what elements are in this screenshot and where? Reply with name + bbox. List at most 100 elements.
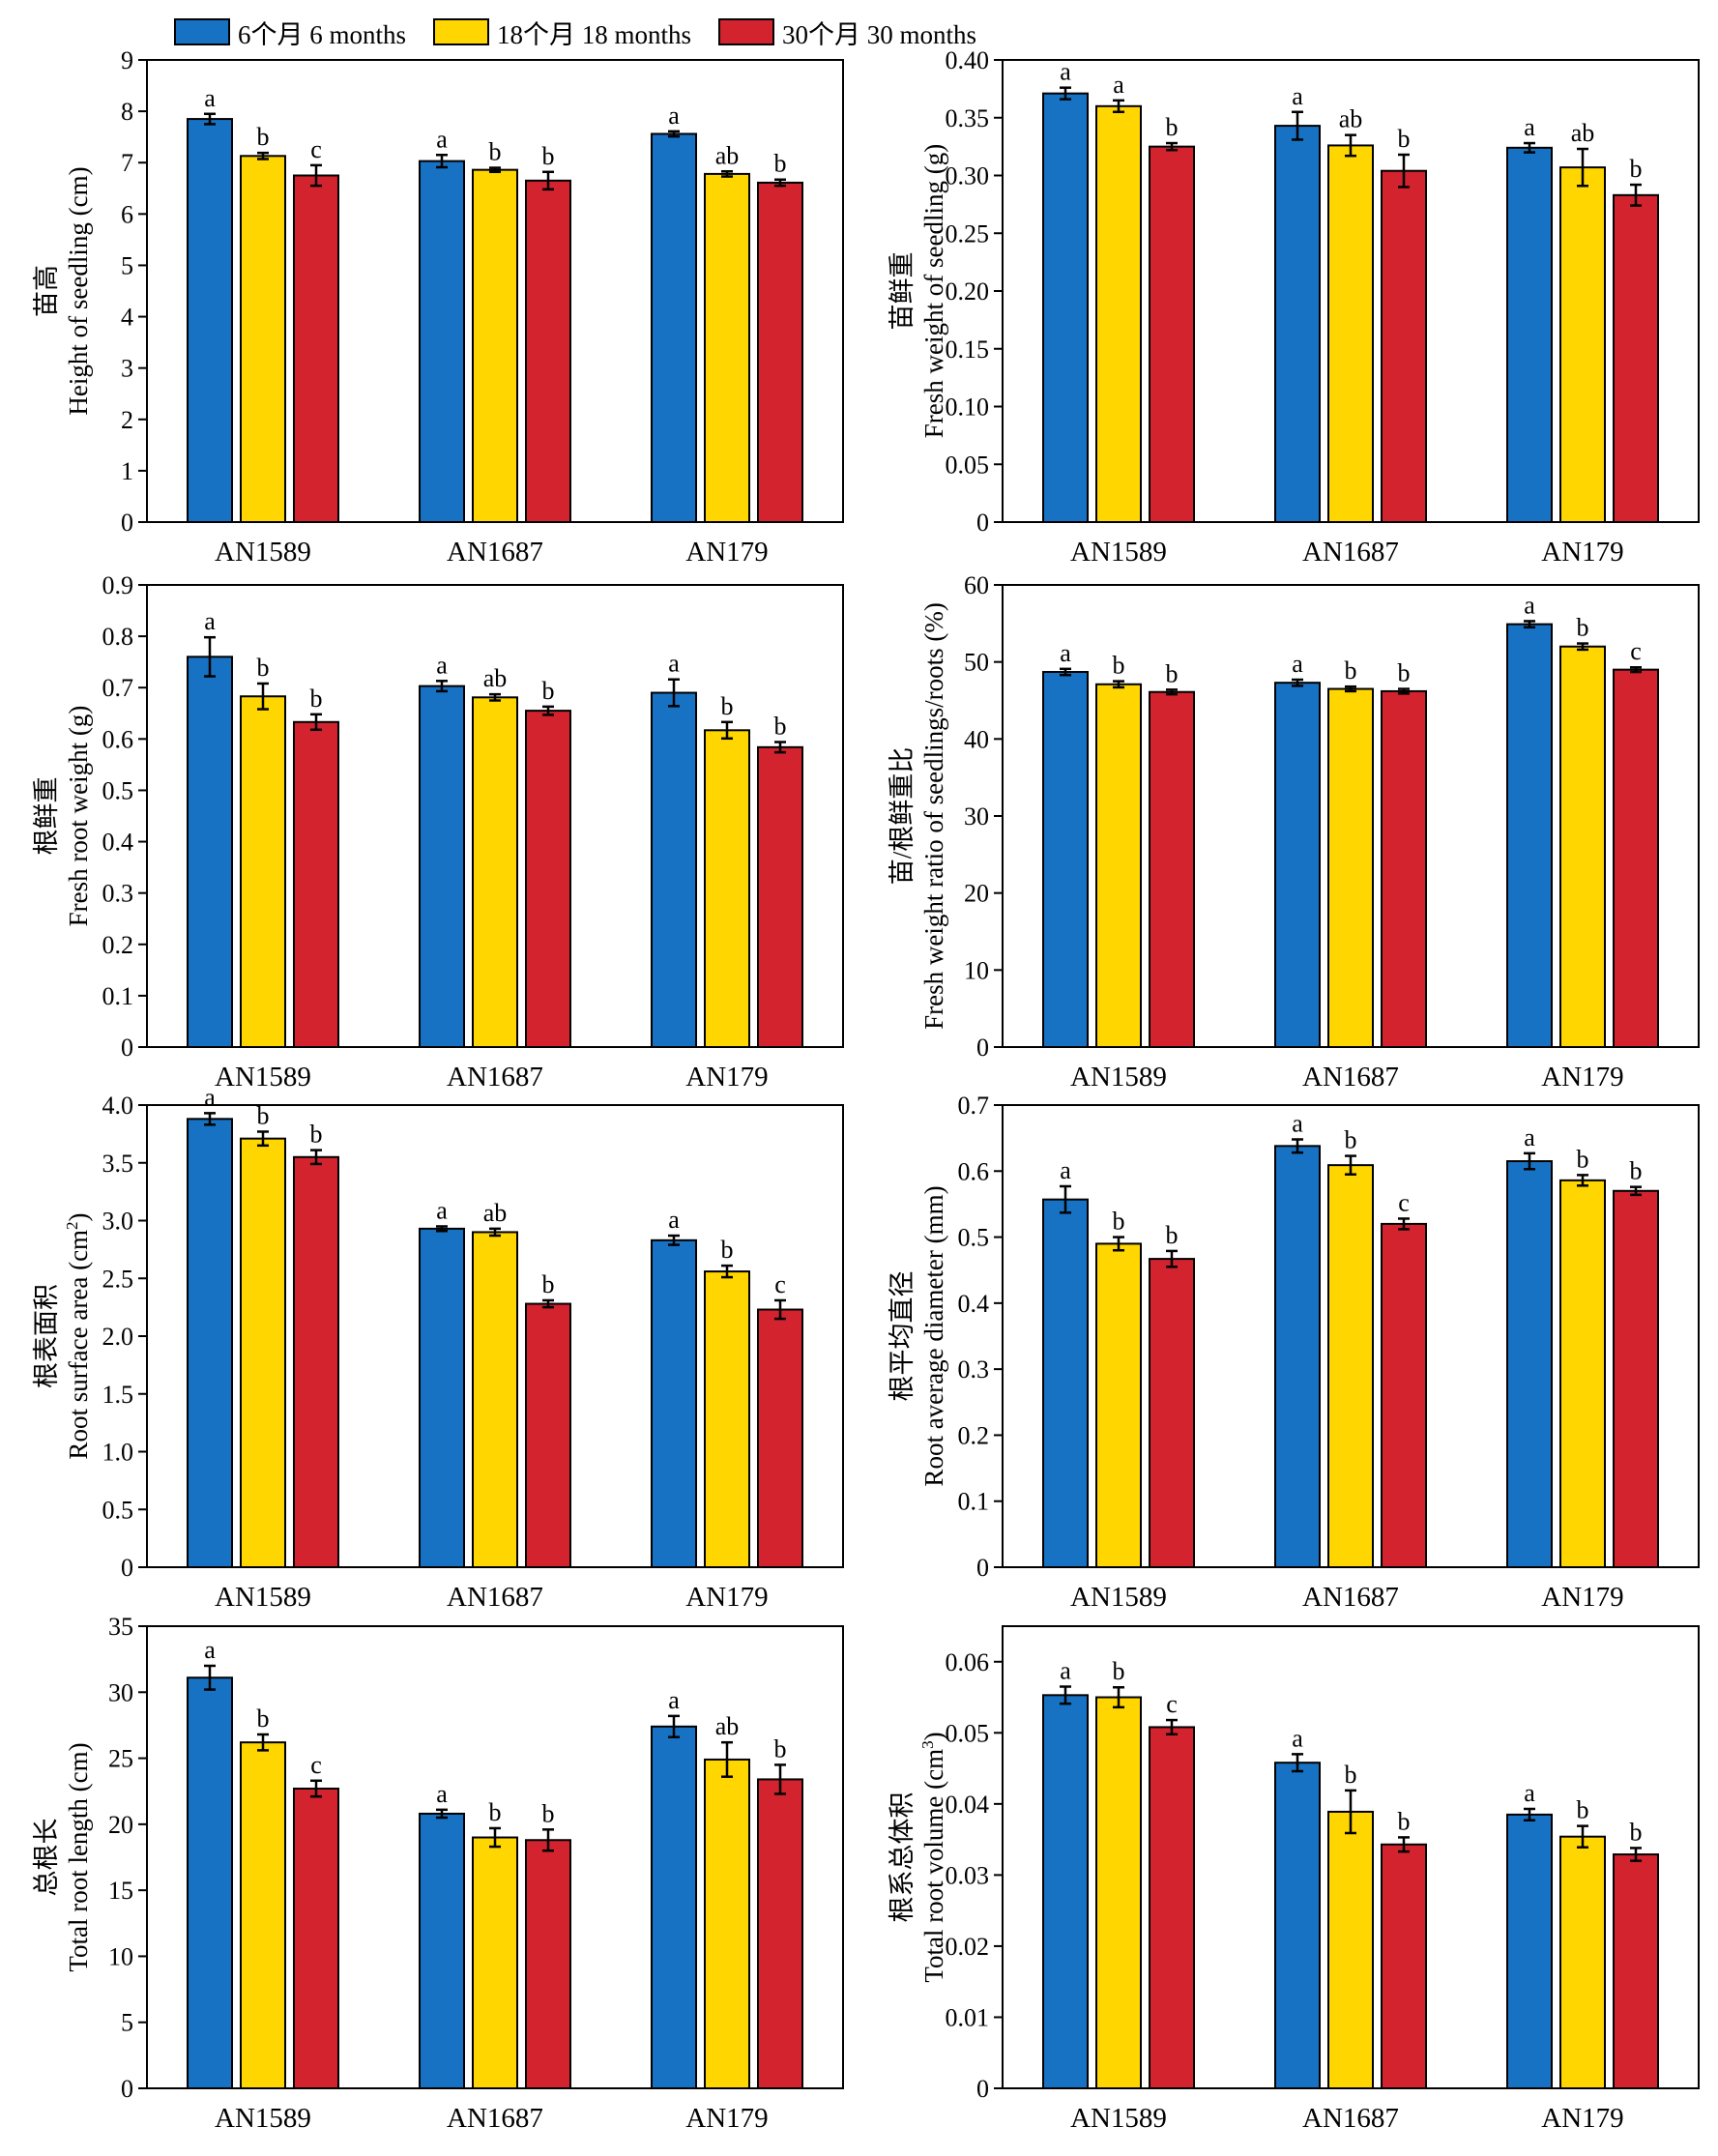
y-tick-label: 6 — [121, 200, 133, 228]
significance-letter: a — [204, 1083, 216, 1111]
y-tick-label: 15 — [108, 1877, 133, 1905]
significance-letter: ab — [1571, 119, 1595, 147]
y-tick-label: 9 — [121, 46, 133, 74]
x-category-label: AN179 — [685, 2103, 768, 2134]
significance-letter: a — [1292, 1724, 1303, 1752]
significance-letter: b — [1630, 1818, 1643, 1846]
y-tick-label: 60 — [964, 571, 989, 599]
x-category-label: AN1687 — [447, 1062, 543, 1093]
significance-letter: a — [668, 1206, 680, 1234]
significance-letter: b — [489, 1798, 502, 1826]
x-category-label: AN1589 — [1070, 537, 1167, 568]
y-tick-label: 0.5 — [102, 776, 134, 804]
significance-letter: ab — [715, 141, 740, 169]
bar-18-months-an1589 — [1095, 104, 1142, 524]
significance-letter: b — [1577, 1145, 1589, 1173]
y-tick-label: 7 — [121, 149, 133, 177]
significance-letter: b — [1113, 652, 1125, 680]
x-category-label: AN1687 — [447, 2103, 543, 2134]
legend: 6个月 6 months 18个月 18 months 30个月 30 mont… — [174, 12, 976, 52]
chart-panel-3: 0 0.1 0.2 0.3 0.4 0.5 0.6 0.7 0.8 0.9 根鲜重 Fresh roo… — [32, 571, 844, 1093]
significance-letter: a — [204, 84, 216, 112]
chart-panel-6: 0 0.1 0.2 0.3 0.4 0.5 0.6 0.7 根平均直径 Root average … — [888, 1092, 1700, 1613]
bar-18-months-an179 — [704, 1758, 750, 2089]
significance-letter: b — [1398, 1807, 1411, 1835]
significance-letter: a — [204, 607, 216, 635]
bar-6-months-an1687 — [1274, 682, 1321, 1049]
bar-6-months-an179 — [651, 691, 697, 1048]
y-tick-label: 0.6 — [102, 725, 134, 753]
bar-30-months-an1687 — [525, 179, 571, 524]
bar-30-months-an1589 — [1149, 1726, 1195, 2089]
y-tick-label: 0.30 — [946, 162, 990, 190]
bar-6-months-an1687 — [419, 160, 465, 524]
bar-30-months-an1589 — [293, 720, 339, 1048]
y-tick-label: 0.03 — [946, 1861, 990, 1889]
legend-item-30-months: 30个月 30 months — [718, 14, 976, 51]
y-tick-label: 0.2 — [102, 931, 134, 959]
y-tick-label: 0 — [121, 2075, 133, 2103]
y-tick-label: 0.3 — [958, 1355, 990, 1384]
significance-letter: b — [257, 1101, 270, 1129]
bar-30-months-an1589 — [293, 1155, 339, 1569]
legend-label-18-months: 18个月 18 months — [497, 19, 692, 49]
bar-18-months-an1589 — [240, 695, 286, 1048]
significance-letter: c — [1630, 637, 1642, 665]
y-tick-label: 0 — [976, 2075, 989, 2103]
x-category-label: AN179 — [685, 1062, 768, 1093]
y-axis-label-en: Fresh weight ratio of seedlings/roots (%… — [919, 602, 948, 1030]
x-category-label: AN179 — [1541, 1582, 1623, 1613]
chart-panel-7: 0 5 10 15 20 25 30 35 总根长 Total root length (cm) a… — [32, 1613, 844, 2134]
bar-18-months-an179 — [704, 172, 750, 523]
chart-panel-2: 0 0.05 0.10 0.15 0.20 0.25 0.30 0.35 0.40 苗鲜重 Fres… — [888, 46, 1700, 568]
y-tick-label: 2.5 — [102, 1265, 134, 1293]
x-category-label: AN1589 — [215, 1582, 311, 1613]
y-tick-label: 30 — [108, 1678, 133, 1706]
y-tick-label: 0.1 — [102, 982, 134, 1010]
y-axis-label-en: Fresh root weight (g) — [64, 706, 93, 927]
y-axis-label-cn: 根鲜重 — [32, 777, 61, 856]
x-category-label: AN1687 — [447, 537, 543, 568]
significance-letter: b — [774, 713, 787, 741]
y-axis-label-en-tail: ) — [64, 1212, 93, 1221]
x-category-label: AN1687 — [1302, 1062, 1399, 1093]
y-axis-label-cn: 根表面积 — [32, 1284, 61, 1388]
bar-18-months-an1687 — [472, 1231, 518, 1568]
y-tick-label: 0.2 — [958, 1421, 990, 1449]
significance-letter: b — [1398, 125, 1411, 153]
y-tick-label: 35 — [108, 1613, 133, 1641]
significance-letter: b — [1630, 155, 1643, 183]
significance-letter: b — [1166, 659, 1179, 687]
y-tick-label: 0.5 — [102, 1496, 134, 1524]
bar-6-months-an1687 — [419, 1227, 465, 1568]
bar-30-months-an1687 — [1381, 1222, 1427, 1569]
bar-18-months-an179 — [1559, 1835, 1606, 2089]
y-tick-label: 0.05 — [946, 1719, 990, 1747]
bar-6-months-an1589 — [187, 1676, 233, 2089]
x-category-label: AN1589 — [215, 2103, 311, 2134]
y-axis-label-en-main: Total root length (cm) — [64, 1742, 93, 1971]
bar-18-months-an179 — [704, 729, 750, 1048]
significance-letter: b — [542, 1270, 555, 1298]
bar-18-months-an1687 — [1327, 1164, 1374, 1568]
significance-letter: b — [1345, 1126, 1357, 1154]
significance-letter: b — [1166, 113, 1179, 141]
bar-30-months-an179 — [1613, 1189, 1659, 1569]
bar-30-months-an1687 — [525, 710, 571, 1048]
significance-letter: a — [1292, 82, 1303, 110]
bar-6-months-an1589 — [187, 118, 233, 523]
x-category-label: AN179 — [1541, 537, 1623, 568]
y-tick-label: 0.25 — [946, 219, 990, 248]
significance-letter: a — [1524, 1779, 1535, 1807]
y-axis-label-en-main: Total root volume (cm — [919, 1749, 948, 1983]
significance-letter: b — [489, 138, 502, 166]
bar-30-months-an1687 — [1381, 689, 1427, 1048]
y-tick-label: 0.6 — [958, 1157, 990, 1185]
y-axis-label-cn: 根平均直径 — [888, 1271, 917, 1402]
y-axis-label-cn: 苗鲜重 — [888, 252, 917, 331]
significance-letter: a — [1524, 113, 1535, 141]
y-tick-label: 10 — [964, 956, 989, 984]
y-tick-label: 0.7 — [958, 1092, 990, 1120]
x-category-label: AN1589 — [1070, 1062, 1167, 1093]
significance-letter: b — [257, 1704, 270, 1733]
